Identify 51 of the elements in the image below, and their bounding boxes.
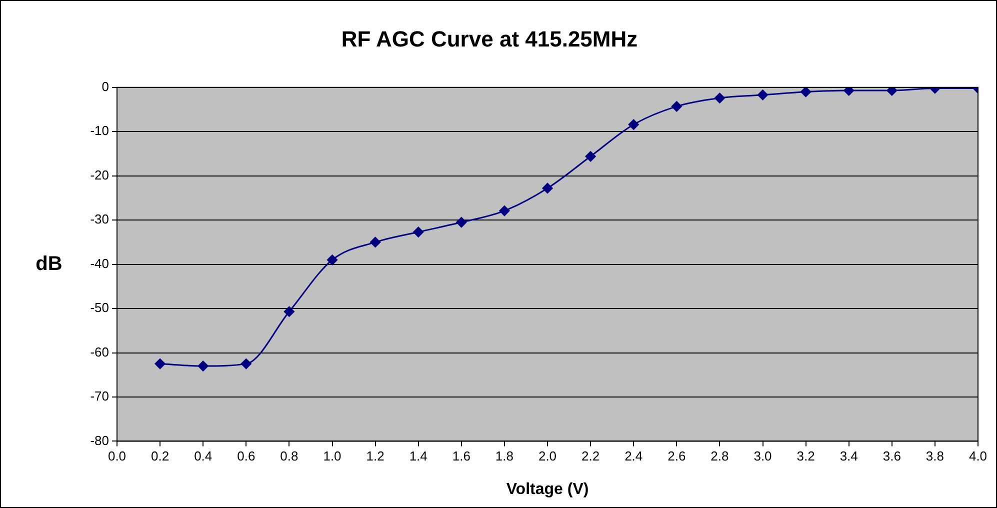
x-tick-label: 2.4 <box>624 448 643 464</box>
y-axis-title: dB <box>36 252 62 275</box>
point <box>240 358 252 370</box>
x-tick-label: 2.2 <box>582 448 600 464</box>
point <box>154 358 166 370</box>
y-tick-label: -20 <box>90 167 109 182</box>
point <box>758 90 768 100</box>
chart-title: RF AGC Curve at 415.25MHz <box>341 26 638 52</box>
y-tick-label: -80 <box>90 432 109 448</box>
x-tick-label: 2.8 <box>710 448 729 464</box>
y-tick-label: -60 <box>90 344 109 360</box>
x-tick-label: 0.4 <box>194 448 212 464</box>
x-tick-label: 0.6 <box>237 448 256 464</box>
y-tick-label: -30 <box>90 212 109 227</box>
point <box>585 151 596 162</box>
point <box>413 226 424 238</box>
point <box>499 206 510 216</box>
point <box>671 101 682 112</box>
x-tick-label: 3.2 <box>796 448 815 464</box>
x-tick-label: 0.8 <box>280 448 298 464</box>
x-tick-label: 1.6 <box>452 448 470 464</box>
x-tick-label: 1.2 <box>366 448 384 464</box>
x-tick-label: 2.0 <box>538 448 557 464</box>
y-tick-label: -10 <box>90 123 109 138</box>
point <box>886 87 898 96</box>
point <box>456 217 467 228</box>
y-tick-label: -50 <box>90 300 109 316</box>
y-tick-label: 0 <box>102 78 109 94</box>
x-tick-label: 3.8 <box>926 448 944 464</box>
point <box>714 92 725 104</box>
x-tick-label: 3.4 <box>840 448 858 464</box>
point <box>628 119 639 130</box>
x-tick-label: 3.6 <box>882 448 901 464</box>
x-tick-label: 4.0 <box>968 448 988 464</box>
x-tick-label: 1.0 <box>323 448 342 464</box>
point <box>844 87 854 96</box>
point <box>542 182 553 194</box>
x-tick-label: 2.6 <box>668 448 686 464</box>
x-axis-title: Voltage (V) <box>506 480 589 498</box>
x-tick-label: 1.8 <box>495 448 514 464</box>
x-tick-label: 3.0 <box>754 448 772 464</box>
point <box>327 254 338 266</box>
x-tick-label: 0.2 <box>151 448 170 464</box>
x-tick-label: 1.4 <box>409 448 428 464</box>
point <box>370 236 381 248</box>
point <box>284 306 294 317</box>
y-tick-label: -70 <box>90 388 109 404</box>
point <box>800 87 812 98</box>
y-tick-label: -40 <box>90 256 109 271</box>
x-tick-label: 0.0 <box>108 448 126 464</box>
point <box>198 360 208 372</box>
